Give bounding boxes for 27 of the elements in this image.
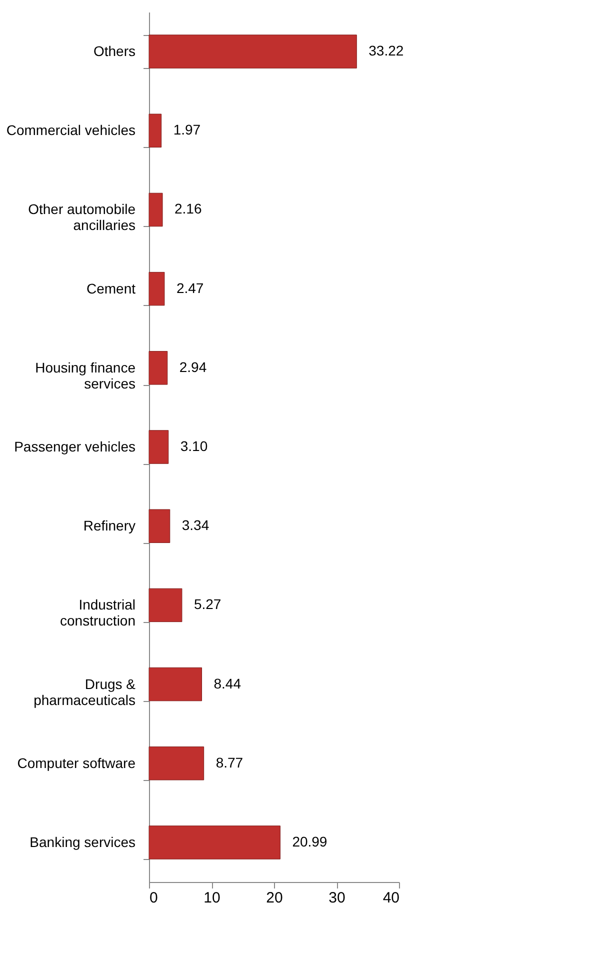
y-tick-label: Commercial vehicles: [6, 122, 136, 138]
y-tick-label: Others: [93, 43, 136, 60]
data-label: 1.97: [173, 122, 201, 138]
x-tick-label: 20: [266, 890, 283, 906]
data-label: 5.27: [194, 596, 222, 612]
y-tick-label: Banking services: [30, 834, 136, 850]
y-tick-label: Drugs & pharmaceuticals: [34, 676, 136, 708]
data-label: 2.47: [176, 280, 204, 296]
y-tick-label: Industrial construction: [60, 596, 136, 629]
x-tick-label: 30: [328, 890, 346, 906]
y-tick-label: Passenger vehicles: [14, 438, 136, 454]
data-label: 2.94: [179, 358, 207, 375]
y-tick-label: Refinery: [83, 518, 136, 534]
y-tick-label: Other automobile ancillaries: [28, 201, 136, 234]
data-label: 20.99: [292, 833, 328, 850]
data-label: 2.16: [174, 200, 202, 217]
data-label: 8.44: [214, 675, 242, 692]
data-label: 3.10: [180, 438, 208, 454]
y-tick-label: Housing finance services: [35, 359, 136, 392]
data-label: 3.34: [182, 517, 210, 534]
data-label: 33.22: [368, 42, 404, 59]
y-tick-label: Cement: [86, 280, 136, 296]
x-tick-label: 0: [150, 890, 158, 906]
x-tick-label: 10: [204, 890, 220, 906]
data-label: 8.77: [216, 754, 244, 770]
y-tick-label: Computer software: [17, 754, 136, 771]
x-tick-label: 40: [382, 890, 400, 906]
